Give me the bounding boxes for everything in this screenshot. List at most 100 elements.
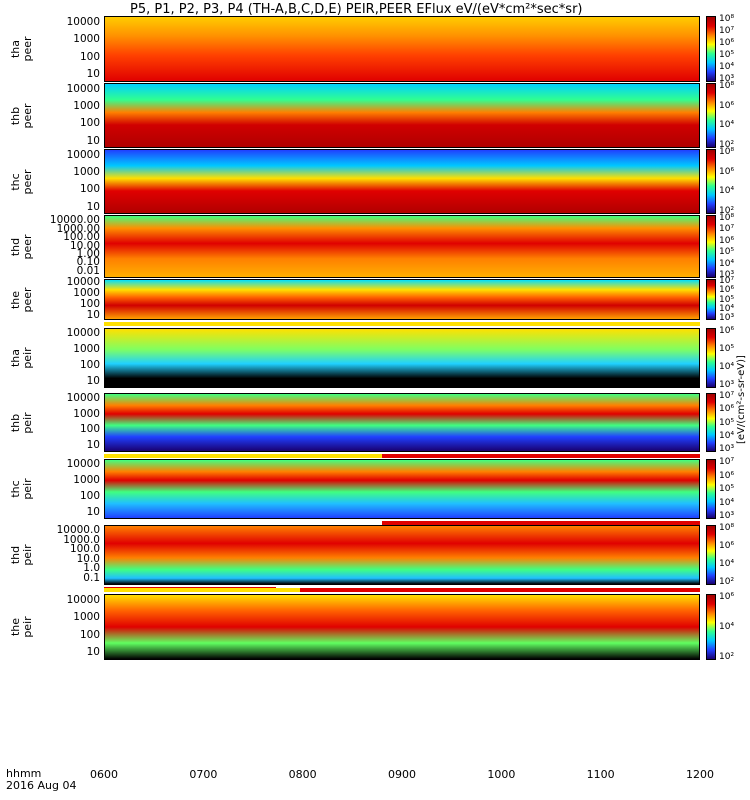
colorbar (706, 328, 716, 388)
colorbar-tick-label: 10³ (719, 380, 735, 390)
y-tick-label: 0.10 (76, 256, 100, 269)
y-tick-label: 10 (86, 375, 100, 387)
y-tick-label: 1000 (73, 99, 100, 112)
y-axis-label: the peer (9, 286, 34, 313)
colorbar-tick-label: 10⁷ (719, 276, 735, 287)
colorbar (706, 594, 716, 660)
colorbar-tick-label: 10⁷ (719, 26, 735, 37)
colorbar (706, 393, 716, 452)
spectrogram-plot (104, 328, 700, 388)
spectrogram-plot (104, 83, 700, 148)
y-axis-label: tha peir (9, 347, 34, 369)
colorbar-tick-label: 10⁵ (719, 484, 735, 494)
y-axis-label: thc peer (9, 168, 34, 195)
colorbar-tick-label: 10⁴ (719, 303, 735, 314)
colorbar (706, 83, 716, 148)
y-tick-label: 10000 (66, 276, 100, 289)
spectrogram-plot (104, 149, 700, 214)
spectrogram-plot (104, 16, 700, 82)
colorbar-tick-label: 10⁵ (719, 417, 735, 428)
y-axis-label: tha peer (9, 36, 34, 62)
quality-flag-bar (300, 588, 700, 592)
y-axis-label: thd peer (9, 233, 34, 260)
colorbar-tick-label: 10³ (719, 511, 735, 521)
y-tick-label: 1000 (73, 407, 100, 420)
colorbar-tick-label: 10⁷ (719, 390, 735, 401)
y-tick-label: 100 (79, 423, 100, 436)
quality-flag-bar (382, 521, 700, 525)
x-tick-label: 0600 (90, 768, 118, 781)
colorbar-tick-label: 10³ (719, 269, 735, 280)
plot-title: P5, P1, P2, P3, P4 (TH-A,B,C,D,E) PEIR,P… (130, 2, 583, 17)
y-axis-label: thd peir (9, 544, 34, 566)
y-tick-label: 10 (86, 134, 100, 147)
y-tick-label: 10000 (66, 82, 100, 95)
colorbar (706, 525, 716, 585)
quality-flag-bar (104, 454, 382, 458)
y-tick-label: 10.00 (69, 239, 100, 252)
time-format-label: hhmm (6, 767, 42, 780)
y-tick-label: 1.0 (83, 562, 100, 575)
spectrogram-plot (104, 594, 700, 660)
y-tick-label: 10 (86, 200, 100, 213)
colorbar-tick-label: 10⁴ (719, 559, 735, 569)
y-tick-label: 10 (86, 308, 100, 321)
y-tick-label: 100.0 (69, 543, 100, 556)
x-tick-label: 0700 (189, 768, 218, 781)
colorbar (706, 279, 716, 320)
y-tick-label: 100 (79, 297, 100, 310)
y-tick-label: 100 (79, 490, 100, 502)
y-tick-label: 1000 (73, 33, 100, 46)
colorbar-tick-label: 10⁸ (719, 14, 735, 25)
y-tick-label: 10 (86, 646, 100, 659)
colorbar-tick-label: 10² (719, 205, 735, 216)
colorbar-tick-label: 10⁵ (719, 49, 735, 60)
y-axis-label: thb peir (9, 411, 34, 434)
y-tick-label: 1000 (73, 474, 100, 486)
colorbar-tick-label: 10⁶ (719, 38, 735, 49)
x-tick-label: 1200 (686, 768, 714, 781)
y-axis-label: thc peir (9, 478, 34, 500)
y-tick-label: 10 (86, 68, 100, 81)
y-tick-label: 10000 (66, 458, 100, 470)
colorbar-tick-label: 10⁶ (719, 285, 735, 296)
colorbar-tick-label: 10³ (719, 312, 735, 323)
colorbar-tick-label: 10⁴ (719, 362, 735, 372)
colorbar-tick-label: 10² (719, 651, 735, 662)
y-tick-label: 100.00 (63, 231, 100, 244)
y-tick-label: 1000 (73, 343, 100, 355)
spectrogram-plot (104, 525, 700, 585)
colorbar (706, 16, 716, 82)
colorbar (706, 149, 716, 214)
colorbar-tick-label: 10⁸ (719, 147, 735, 158)
y-axis-label: the peir (9, 616, 34, 638)
y-tick-label: 10000 (66, 15, 100, 28)
x-tick-label: 0800 (288, 768, 317, 781)
y-tick-label: 1000.00 (56, 222, 100, 235)
colorbar-tick-label: 10⁷ (719, 457, 735, 467)
y-tick-label: 100 (79, 50, 100, 63)
y-tick-label: 1.00 (76, 247, 100, 260)
colorbar-tick-label: 10⁴ (719, 622, 735, 632)
spectrogram-plot (104, 393, 700, 452)
colorbar (706, 459, 716, 519)
colorbar-tick-label: 10⁶ (719, 592, 735, 603)
colorbar-tick-label: 10⁶ (719, 541, 735, 551)
y-tick-label: 10 (86, 506, 100, 518)
y-tick-label: 10000 (66, 327, 100, 339)
colorbar-tick-label: 10⁶ (719, 404, 735, 415)
colorbar-tick-label: 10³ (719, 73, 735, 84)
quality-flag-bar (104, 588, 300, 592)
colorbar-tick-label: 10⁶ (719, 470, 735, 481)
y-tick-label: 1000 (73, 287, 100, 300)
spectrogram-plot (104, 459, 700, 519)
spectrogram-plot (104, 279, 700, 320)
colorbar-tick-label: 10⁵ (719, 294, 735, 305)
y-tick-label: 10000.0 (56, 524, 100, 536)
y-axis-label: thb peer (9, 102, 34, 129)
x-tick-label: 1100 (586, 768, 615, 781)
x-tick-label: 0900 (388, 768, 416, 781)
quality-flag-bar (104, 322, 700, 326)
colorbar-tick-label: 10⁶ (719, 166, 735, 177)
colorbar-tick-label: 10² (719, 139, 735, 150)
